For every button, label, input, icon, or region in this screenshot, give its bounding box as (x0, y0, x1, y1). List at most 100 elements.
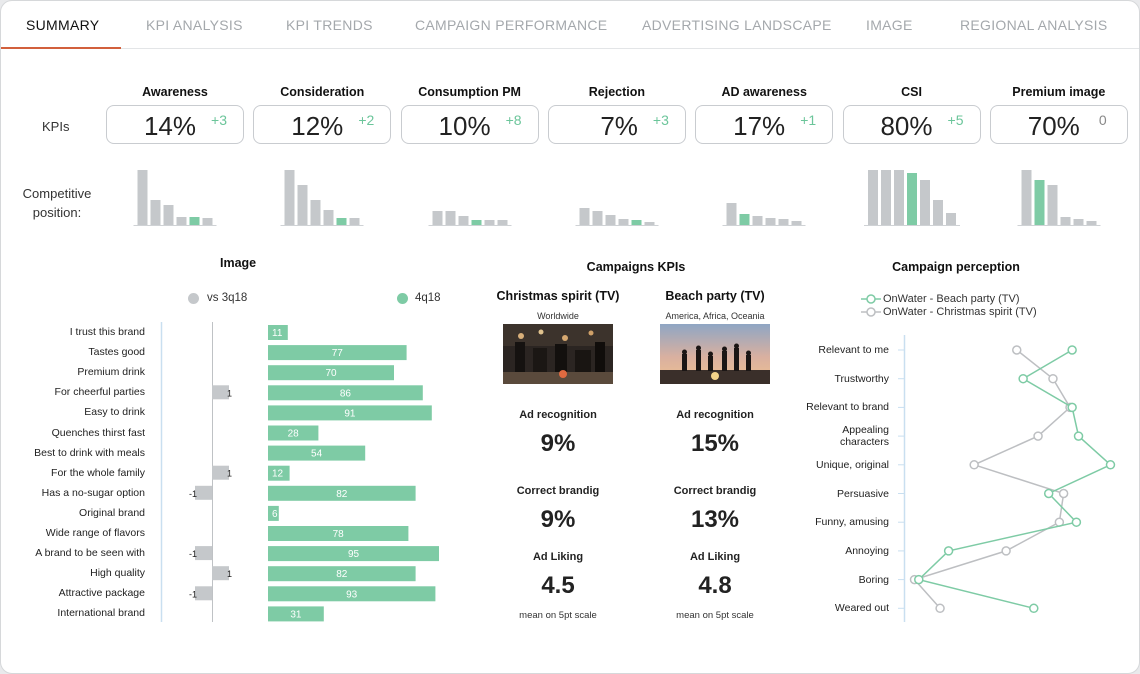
score-bar[interactable] (268, 365, 394, 381)
campaign-1-image (503, 324, 613, 384)
competitive-bar (631, 220, 642, 225)
score-bar[interactable] (268, 385, 423, 401)
kpi-title-premium-image: Premium image (1012, 85, 1106, 99)
kpi-delta: +3 (211, 112, 227, 128)
competitive-bar (1060, 217, 1071, 225)
campaign-1-region: Worldwide (537, 311, 579, 321)
change-bar (212, 385, 229, 400)
kpi-card-csi[interactable]: 80% +5 (842, 105, 981, 144)
campaign-2-thumbnail[interactable] (660, 324, 770, 384)
score-bar-label: 82 (336, 569, 348, 580)
perception-point-beach[interactable] (1067, 402, 1077, 413)
competitive-bar (880, 170, 891, 225)
competitive-bar (1073, 219, 1084, 225)
competitive-bar (432, 211, 443, 225)
kpi-card-ad-awareness[interactable]: 17% +1 (695, 105, 834, 144)
kpi-card-rejection[interactable]: 7% +3 (547, 105, 686, 144)
perception-point-christmas[interactable] (1001, 546, 1011, 556)
competitive-bar (310, 200, 321, 225)
tab-campaign-performance[interactable]: CAMPAIGN PERFORMANCE (415, 17, 608, 33)
legend-prev-label: vs 3q18 (207, 292, 248, 304)
perception-point-christmas[interactable] (969, 460, 979, 470)
score-bar-label: 95 (348, 549, 360, 560)
competitive-bar (867, 170, 878, 225)
campaign-1-ad-recognition-value: 9% (540, 430, 576, 457)
perception-legend-christmas: OnWater - Christmas spirit (TV) (883, 306, 1037, 318)
score-bar[interactable] (268, 465, 290, 481)
competitive-bar (297, 185, 308, 225)
score-bar[interactable] (268, 425, 319, 441)
score-bar-label: 82 (336, 489, 348, 500)
score-bar[interactable] (268, 445, 366, 461)
kpi-card-consumption-pm[interactable]: 10% +8 (400, 105, 539, 144)
perception-point-christmas[interactable] (1048, 373, 1058, 384)
perception-point-beach[interactable] (1043, 488, 1054, 499)
perception-point-beach[interactable] (914, 574, 924, 585)
image-attribute-label: Quenches thirst fast (51, 426, 145, 439)
score-bar[interactable] (268, 546, 439, 562)
tab-image[interactable]: IMAGE (866, 17, 913, 33)
score-bar[interactable] (268, 325, 288, 340)
kpi-card-awareness[interactable]: 14% +3 (106, 105, 244, 144)
campaign-perception-title: Campaign perception (892, 260, 1020, 274)
score-bar[interactable] (268, 566, 416, 582)
score-bar[interactable] (268, 485, 416, 501)
tab-advertising-landscape[interactable]: ADVERTISING LANDSCAPE (642, 17, 832, 33)
score-bar-label: 77 (332, 348, 344, 359)
tab-regional-analysis[interactable]: REGIONAL ANALYSIS (960, 17, 1108, 33)
competitive-bar (932, 200, 943, 225)
legend-curr-label: 4q18 (415, 292, 441, 304)
campaign-1-thumbnail[interactable] (503, 324, 613, 384)
perception-point-christmas[interactable] (935, 603, 945, 614)
perception-point-christmas[interactable] (1058, 488, 1069, 499)
image-attribute-label: Premium drink (77, 366, 145, 379)
competitive-bar (445, 211, 456, 225)
competitive-bar (284, 170, 295, 225)
kpi-card-premium-image[interactable]: 70% 0 (989, 105, 1128, 144)
score-bar[interactable] (268, 345, 407, 361)
perception-point-christmas[interactable] (1012, 345, 1022, 355)
campaigns-kpis-title: Campaigns KPIs (586, 260, 686, 274)
perception-point-beach[interactable] (1071, 517, 1082, 527)
score-bar[interactable] (268, 526, 409, 541)
image-attribute-label: Original brand (79, 506, 145, 519)
legend-dot-prev (188, 293, 199, 304)
competitive-bar (919, 180, 930, 225)
perception-point-beach[interactable] (1073, 431, 1084, 441)
campaign-1-ad-recognition-label: Ad recognition (519, 409, 597, 421)
kpi-card-consideration[interactable]: 12% +2 (253, 105, 392, 144)
tab-kpi-trends[interactable]: KPI TRENDS (286, 17, 373, 33)
score-bar[interactable] (268, 606, 324, 622)
change-bar (195, 546, 212, 561)
perception-point-beach[interactable] (1067, 345, 1077, 355)
perception-point-beach[interactable] (1105, 460, 1116, 470)
tab-summary[interactable]: SUMMARY (26, 17, 100, 33)
campaign-1-correct-branding-value: 9% (540, 506, 576, 533)
score-bar[interactable] (268, 586, 436, 602)
competitive-bar (739, 214, 750, 225)
score-bar-label: 6 (272, 509, 278, 520)
tab-kpi-analysis[interactable]: KPI ANALYSIS (146, 17, 243, 33)
image-attribute-label: Wide range of flavors (45, 527, 145, 539)
score-bar[interactable] (268, 405, 432, 421)
competitive-mini-chart (863, 170, 960, 226)
legend-marker-beach (866, 294, 876, 304)
competitive-bar (202, 218, 213, 225)
image-section-title: Image (220, 256, 257, 270)
kpi-title-consideration: Consideration (280, 85, 365, 99)
perception-point-beach[interactable] (1018, 373, 1028, 384)
score-bar[interactable] (268, 505, 279, 521)
kpi-value: 14% (143, 111, 196, 141)
score-bar-label: 28 (288, 429, 300, 440)
perception-point-beach[interactable] (1029, 603, 1039, 614)
image-attribute-label: Has a no-sugar option (41, 486, 145, 499)
kpi-value: 10% (438, 111, 491, 141)
image-attribute-label: High quality (90, 567, 145, 580)
perception-point-christmas[interactable] (1033, 431, 1043, 441)
perception-point-beach[interactable] (943, 546, 954, 556)
competitive-bar (1086, 221, 1097, 225)
perception-attribute-label: Boring (858, 573, 889, 586)
change-bar (195, 586, 212, 601)
